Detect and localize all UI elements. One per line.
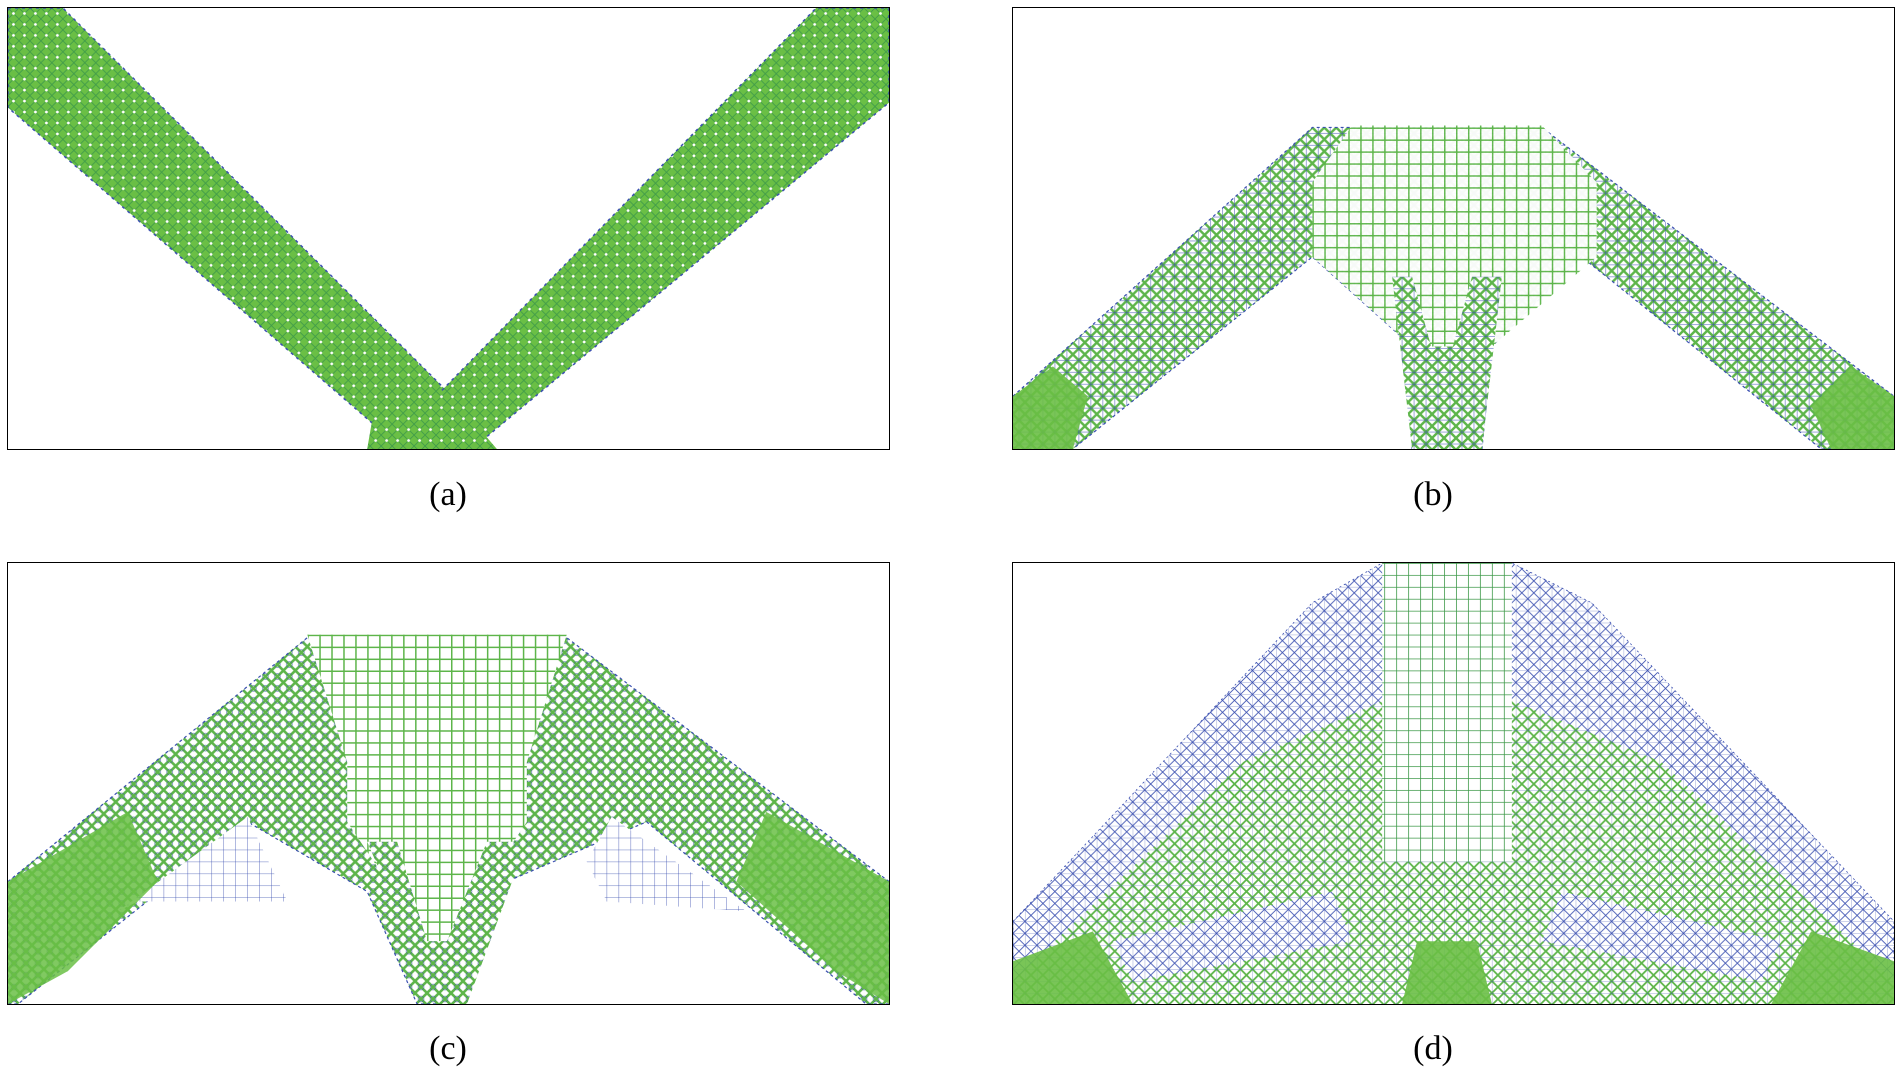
panel-b [1012,7,1895,450]
caption-b: (b) [1413,476,1453,513]
panel-a [7,7,890,450]
caption-a: (a) [429,476,467,513]
caption-d: (d) [1413,1030,1453,1067]
panel-c [7,562,890,1005]
lattice-structure-d [1013,563,1894,1004]
lattice-structure-c [8,634,889,1004]
panel-d [1012,562,1895,1005]
caption-c: (c) [429,1030,467,1067]
lattice-structure-a [8,8,889,449]
lattice-structure-b [1013,125,1894,449]
